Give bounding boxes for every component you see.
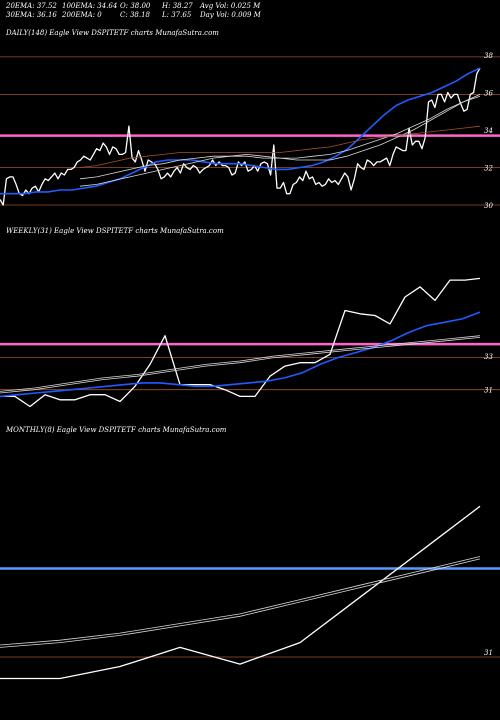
stat-ema100: 100EMA: 34.64 — [62, 2, 118, 10]
y-tick-label: 31 — [484, 649, 493, 657]
y-tick-label: 38 — [484, 52, 493, 60]
stat-avg-vol: Avg Vol: 0.025 M — [200, 2, 261, 10]
stats-header: 20EMA: 37.52 30EMA: 36.16 100EMA: 34.64 … — [0, 2, 500, 22]
ema-line-a — [0, 558, 481, 648]
monthly-panel-title: MONTHLY(8) Eagle View DSPITETF charts Mu… — [6, 426, 227, 434]
ema-line-blue — [0, 311, 481, 398]
stat-ema30: 30EMA: 36.16 — [6, 11, 57, 19]
ema-line-blue — [0, 556, 481, 646]
y-tick-label: 33 — [484, 353, 493, 361]
monthly-panel: 31 — [0, 505, 500, 680]
stat-low: L: 37.65 — [162, 11, 192, 19]
stat-high: H: 38.27 — [162, 2, 193, 10]
ema-line-c — [79, 125, 481, 168]
price-line — [0, 277, 481, 408]
stat-open: O: 38.00 — [120, 2, 151, 10]
stat-ema200: 200EMA: 0 — [62, 11, 102, 19]
daily-panel: 38 36 34 32 30 — [0, 52, 500, 210]
y-tick-label: 31 — [484, 387, 493, 395]
y-tick-label: 32 — [484, 165, 493, 173]
daily-panel-title: DAILY(148) Eagle View DSPITETF charts Mu… — [6, 29, 219, 37]
y-tick-label: 36 — [484, 90, 493, 98]
stat-close: C: 38.18 — [120, 11, 150, 19]
price-line — [0, 505, 481, 680]
stat-ema20: 20EMA: 37.52 — [6, 2, 57, 10]
ema-line-b — [79, 95, 481, 180]
y-tick-label: 30 — [484, 202, 493, 210]
ema-line-a — [0, 337, 481, 394]
y-tick-label: 34 — [484, 127, 493, 135]
weekly-panel: 33 31 — [0, 277, 500, 408]
weekly-panel-title: WEEKLY(31) Eagle View DSPITETF charts Mu… — [6, 227, 224, 235]
ema-line-a — [79, 94, 481, 187]
ema-line-b — [0, 335, 481, 392]
stat-day-vol: Day Vol: 0.009 M — [200, 11, 261, 19]
ema-line-blue — [0, 67, 481, 195]
